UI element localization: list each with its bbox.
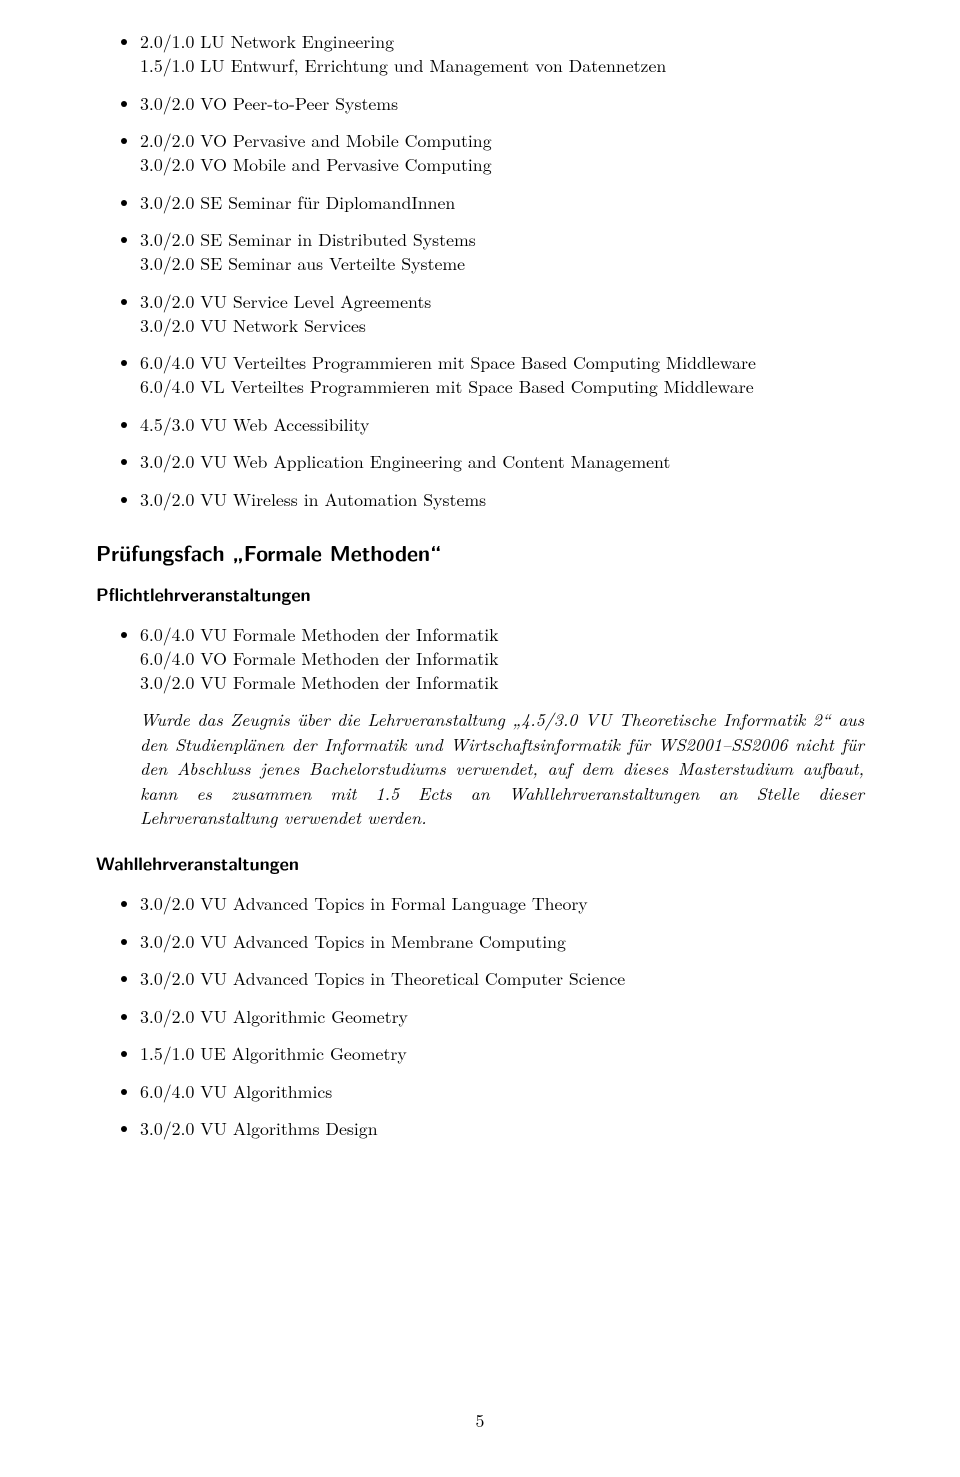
list-item: 6.0/4.0 VU Formale Methoden der Informat… [140,623,864,695]
course-line: 2.0/2.0 VO Pervasive and Mobile Computin… [140,129,864,153]
list-item: 2.0/2.0 VO Pervasive and Mobile Computin… [140,129,864,177]
course-line: 3.0/2.0 VO Peer-to-Peer Systems [140,92,864,116]
course-line: 3.0/2.0 VU Wireless in Automation System… [140,488,864,512]
course-line: 3.0/2.0 VU Advanced Topics in Formal Lan… [140,892,864,916]
course-line: 1.5/1.0 UE Algorithmic Geometry [140,1042,864,1066]
document-page: 2.0/1.0 LU Network Engineering1.5/1.0 LU… [0,0,960,1477]
course-line: 6.0/4.0 VL Verteiltes Programmieren mit … [140,375,864,399]
top-course-list: 2.0/1.0 LU Network Engineering1.5/1.0 LU… [96,30,864,512]
subsection-pflicht: Pflichtlehrveranstaltungen [96,582,864,607]
page-number: 5 [0,1408,960,1433]
course-line: 3.0/2.0 VU Advanced Topics in Membrane C… [140,930,864,954]
subsection-wahl: Wahllehrveranstaltungen [96,851,864,876]
course-line: 6.0/4.0 VU Formale Methoden der Informat… [140,623,864,647]
section-heading-formale-methoden: Prüfungsfach „Formale Methoden“ [96,538,864,568]
course-line: 4.5/3.0 VU Web Accessibility [140,413,864,437]
list-item: 3.0/2.0 VU Wireless in Automation System… [140,488,864,512]
list-item: 3.0/2.0 SE Seminar in Distributed System… [140,228,864,276]
list-item: 3.0/2.0 VU Service Level Agreements3.0/2… [140,290,864,338]
course-line: 3.0/2.0 VU Web Application Engineering a… [140,450,864,474]
list-item: 1.5/1.0 UE Algorithmic Geometry [140,1042,864,1066]
list-item: 6.0/4.0 VU Verteiltes Programmieren mit … [140,351,864,399]
course-line: 6.0/4.0 VU Verteiltes Programmieren mit … [140,351,864,375]
list-item: 3.0/2.0 VU Algorithms Design [140,1117,864,1141]
list-item: 6.0/4.0 VU Algorithmics [140,1080,864,1104]
course-line: 3.0/2.0 VU Service Level Agreements [140,290,864,314]
list-item: 2.0/1.0 LU Network Engineering1.5/1.0 LU… [140,30,864,78]
top-course-list-block: 2.0/1.0 LU Network Engineering1.5/1.0 LU… [96,30,864,512]
course-line: 3.0/2.0 VU Network Services [140,314,864,338]
pflicht-note: Wurde das Zeugnis über die Lehrveranstal… [140,708,864,831]
course-line: 2.0/1.0 LU Network Engineering [140,30,864,54]
course-line: 6.0/4.0 VU Algorithmics [140,1080,864,1104]
list-item: 4.5/3.0 VU Web Accessibility [140,413,864,437]
pflicht-course-list: 6.0/4.0 VU Formale Methoden der Informat… [96,623,864,695]
course-line: 1.5/1.0 LU Entwurf, Errichtung und Manag… [140,54,864,78]
course-line: 3.0/2.0 VO Mobile and Pervasive Computin… [140,153,864,177]
list-item: 3.0/2.0 SE Seminar für DiplomandInnen [140,191,864,215]
list-item: 3.0/2.0 VU Advanced Topics in Membrane C… [140,930,864,954]
list-item: 3.0/2.0 VU Advanced Topics in Theoretica… [140,967,864,991]
list-item: 3.0/2.0 VU Advanced Topics in Formal Lan… [140,892,864,916]
course-line: 3.0/2.0 VU Advanced Topics in Theoretica… [140,967,864,991]
course-line: 3.0/2.0 VU Algorithmic Geometry [140,1005,864,1029]
course-line: 6.0/4.0 VO Formale Methoden der Informat… [140,647,864,671]
pflicht-list-block: 6.0/4.0 VU Formale Methoden der Informat… [96,623,864,831]
wahl-list-block: 3.0/2.0 VU Advanced Topics in Formal Lan… [96,892,864,1141]
course-line: 3.0/2.0 VU Formale Methoden der Informat… [140,671,864,695]
course-line: 3.0/2.0 SE Seminar für DiplomandInnen [140,191,864,215]
course-line: 3.0/2.0 VU Algorithms Design [140,1117,864,1141]
course-line: 3.0/2.0 SE Seminar aus Verteilte Systeme [140,252,864,276]
course-line: 3.0/2.0 SE Seminar in Distributed System… [140,228,864,252]
list-item: 3.0/2.0 VU Algorithmic Geometry [140,1005,864,1029]
wahl-course-list: 3.0/2.0 VU Advanced Topics in Formal Lan… [96,892,864,1141]
list-item: 3.0/2.0 VU Web Application Engineering a… [140,450,864,474]
list-item: 3.0/2.0 VO Peer-to-Peer Systems [140,92,864,116]
